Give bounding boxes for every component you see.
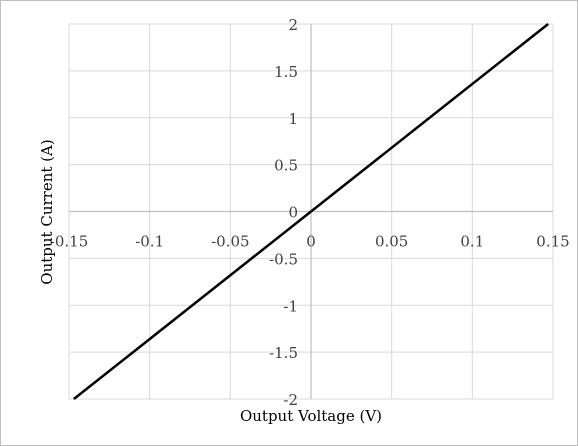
x-tick-label: -0.1 bbox=[135, 233, 164, 251]
x-tick-label: -0.05 bbox=[211, 233, 249, 251]
tick-label-layer: -0.15 -0.1 -0.05 0 0.05 0.1 0.15 -2 -1.5 -1 -0.5 0 0… bbox=[50, 16, 570, 409]
x-tick-label: 0 bbox=[306, 233, 316, 251]
y-tick-label: 2 bbox=[288, 16, 298, 34]
y-tick-label: -1 bbox=[283, 297, 298, 315]
y-tick-label: 1.5 bbox=[274, 63, 298, 81]
y-tick-label: -2 bbox=[283, 391, 298, 409]
y-tick-label: 0 bbox=[288, 204, 298, 222]
y-tick-label: 1 bbox=[288, 110, 298, 128]
y-tick-label: -1.5 bbox=[269, 344, 298, 362]
y-tick-label: 0.5 bbox=[274, 157, 298, 175]
x-tick-label: 0.1 bbox=[460, 233, 484, 251]
x-tick-label: 0.15 bbox=[536, 233, 569, 251]
x-tick-label: 0.05 bbox=[375, 233, 408, 251]
y-axis-title: Output Current (A) bbox=[38, 139, 56, 284]
x-tick-label: -0.15 bbox=[50, 233, 88, 251]
x-axis-title: Output Voltage (V) bbox=[240, 407, 382, 425]
series-line bbox=[73, 23, 549, 400]
y-tick-label: -0.5 bbox=[269, 250, 298, 268]
series-layer bbox=[73, 23, 549, 400]
